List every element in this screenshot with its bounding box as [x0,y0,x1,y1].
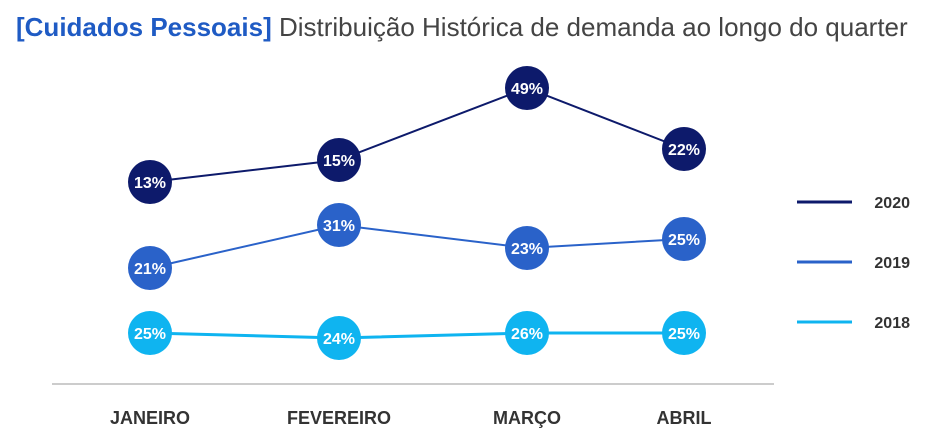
data-point-2018-abril [662,311,706,355]
series-layer: 13% 15% 49% 22% 21% 31% 23% 25% 25% 24% 26% 25% [128,66,706,360]
series-line-2020 [149,86,685,183]
data-label-2018-abril: 25% [668,326,700,343]
series-line-2018 [149,331,684,340]
legend-label-2020: 2020 [874,195,910,212]
chart-title-text: Distribuição Histórica de demanda ao lon… [278,12,908,42]
data-label-2019-fevereiro: 31% [323,218,355,235]
x-tick-janeiro: JANEIRO [110,408,190,428]
x-tick-labels: JANEIRO FEVEREIRO MARÇO ABRIL [110,408,712,428]
legend-item-2019: 2019 [797,255,910,272]
data-point-2018-janeiro [128,311,172,355]
chart-title: [Cuidados Pessoais] Distribuição Históri… [16,10,908,44]
legend: 2020 2019 2018 [797,195,910,332]
data-point-2020-março [505,66,549,110]
data-point-2019-janeiro [128,246,172,290]
data-point-2020-fevereiro [317,138,361,182]
series-line-2019 [149,223,685,269]
legend-item-2020: 2020 [797,195,910,212]
data-label-2019-janeiro: 21% [134,261,166,278]
data-label-2019-abril: 25% [668,232,700,249]
data-label-2018-janeiro: 25% [134,326,166,343]
data-point-2019-março [505,226,549,270]
x-tick-março: MARÇO [493,408,561,428]
series-2019: 21% 31% 23% 25% [128,203,706,290]
data-label-2020-março: 49% [511,81,543,98]
data-point-2020-janeiro [128,160,172,204]
legend-label-2019: 2019 [874,255,910,272]
chart-title-prefix: [Cuidados Pessoais] [16,12,272,42]
data-point-2019-fevereiro [317,203,361,247]
data-label-2020-janeiro: 13% [134,175,166,192]
data-point-2019-abril [662,217,706,261]
x-tick-abril: ABRIL [657,408,712,428]
data-point-2018-março [505,311,549,355]
data-point-2018-fevereiro [317,316,361,360]
legend-item-2018: 2018 [797,315,910,332]
data-label-2018-fevereiro: 24% [323,331,355,348]
series-2020: 13% 15% 49% 22% [128,66,706,204]
data-label-2020-fevereiro: 15% [323,153,355,170]
data-point-2020-abril [662,127,706,171]
x-tick-fevereiro: FEVEREIRO [287,408,391,428]
series-2018: 25% 24% 26% 25% [128,311,706,360]
data-label-2019-março: 23% [511,241,543,258]
legend-label-2018: 2018 [874,315,910,332]
data-label-2018-março: 26% [511,326,543,343]
data-label-2020-abril: 22% [668,142,700,159]
